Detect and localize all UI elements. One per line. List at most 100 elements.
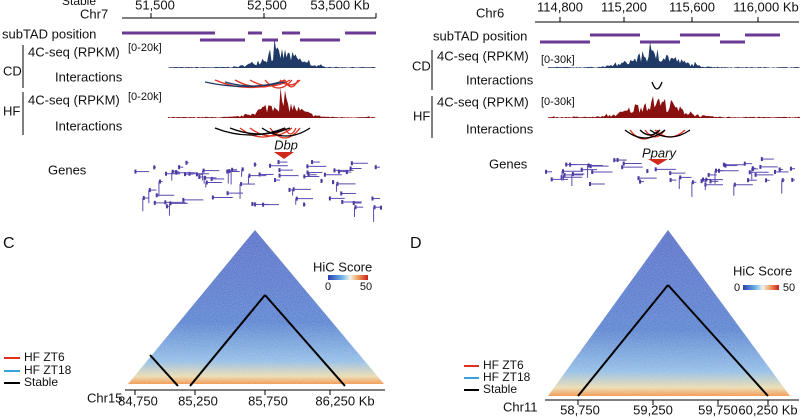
exon [345, 170, 348, 175]
exon [374, 165, 377, 170]
track-label: 4C-seq (RPKM) [437, 94, 529, 109]
exon [248, 173, 251, 178]
axis-tick: 84,750 [118, 393, 158, 408]
exon [646, 169, 649, 174]
exon [789, 166, 792, 171]
exon [337, 169, 340, 174]
exon [580, 167, 583, 172]
exon [251, 201, 254, 206]
exon [278, 168, 281, 173]
exon [323, 172, 326, 177]
exon [258, 172, 261, 177]
exon [169, 201, 172, 206]
exon [748, 170, 751, 175]
exon [722, 162, 725, 167]
hic-map [128, 230, 384, 387]
exon [637, 176, 640, 181]
exon [198, 175, 201, 180]
exon [274, 178, 277, 183]
axis-tick: 85,750 [248, 393, 288, 408]
exon [336, 181, 339, 186]
exon [571, 172, 574, 177]
axis [535, 17, 799, 23]
track-label: 4C-seq (RPKM) [28, 92, 120, 107]
axis-tick: 114,800 [537, 0, 583, 14]
exon [754, 172, 757, 177]
exon [709, 179, 712, 184]
legend-label: Stable [24, 375, 58, 389]
axis-tick: 116,000 Kb [733, 0, 799, 14]
interactions-label: Interactions [466, 121, 534, 136]
exon [165, 204, 168, 209]
exon [153, 165, 156, 170]
interactions-label: Interactions [55, 118, 123, 133]
exon [165, 171, 168, 176]
track [168, 38, 376, 68]
interaction-arc [284, 79, 299, 88]
exon [760, 157, 763, 162]
exon [616, 157, 619, 162]
exon [295, 196, 298, 201]
axis-tick: 115,600 [669, 0, 715, 14]
interactions-label: Interactions [466, 72, 534, 87]
exon [205, 180, 208, 185]
legend-label: HF ZT6 [483, 358, 524, 372]
axis-tick: 86,250 Kb [315, 393, 374, 408]
subtad-label: subTAD position [433, 28, 527, 43]
interaction-arc [204, 81, 286, 88]
genes-label: Genes [48, 162, 87, 177]
exon [333, 168, 336, 173]
exon [589, 182, 592, 187]
exon [349, 166, 352, 171]
exon [340, 191, 343, 196]
interaction-arc [229, 127, 291, 135]
axis [122, 13, 377, 19]
exon [352, 200, 355, 205]
exon [781, 178, 784, 183]
track [548, 96, 800, 118]
legend-label: HF ZT18 [483, 370, 531, 384]
exon [743, 161, 746, 166]
exon [563, 172, 566, 177]
chromosome: Chr15 [87, 390, 122, 405]
gene-name: Ppary [642, 145, 677, 160]
exon [621, 165, 624, 170]
exon [587, 163, 590, 168]
legend-label: Stable [483, 382, 517, 396]
exon [733, 182, 736, 187]
exon [148, 188, 151, 193]
exon [142, 196, 145, 201]
exon [158, 179, 161, 184]
track-range: [0-30k] [541, 96, 575, 108]
exon [332, 180, 335, 185]
legend [4, 357, 20, 384]
interactions-label: Interactions [55, 69, 123, 84]
exon [639, 179, 642, 184]
viewpoint-arrow [648, 159, 668, 165]
exon [724, 163, 727, 168]
colorbar-label: 0 [325, 281, 331, 293]
exon [241, 167, 244, 172]
exon [240, 182, 243, 187]
legend-label: HF ZT6 [24, 350, 65, 364]
interaction-arc [249, 127, 293, 137]
axis-tick: 53,500 Kb [310, 0, 369, 12]
interaction-arc [249, 79, 291, 87]
track-range: [0-20k] [128, 91, 162, 103]
panel-letter: C [3, 235, 15, 252]
viewpoint-arrow [274, 152, 294, 159]
colorbar-label: 0 [734, 282, 740, 294]
exon [292, 187, 295, 192]
axis-tick: 85,250 [178, 393, 218, 408]
exon [155, 193, 158, 198]
subtad-label: subTAD position [2, 26, 96, 41]
condition: CD [3, 63, 22, 78]
exon [715, 168, 718, 173]
exon [654, 167, 657, 172]
colorbar [328, 275, 368, 280]
exon [778, 167, 781, 172]
exon [562, 169, 565, 174]
exon [184, 172, 187, 177]
exon [591, 170, 594, 175]
exon [175, 170, 178, 175]
